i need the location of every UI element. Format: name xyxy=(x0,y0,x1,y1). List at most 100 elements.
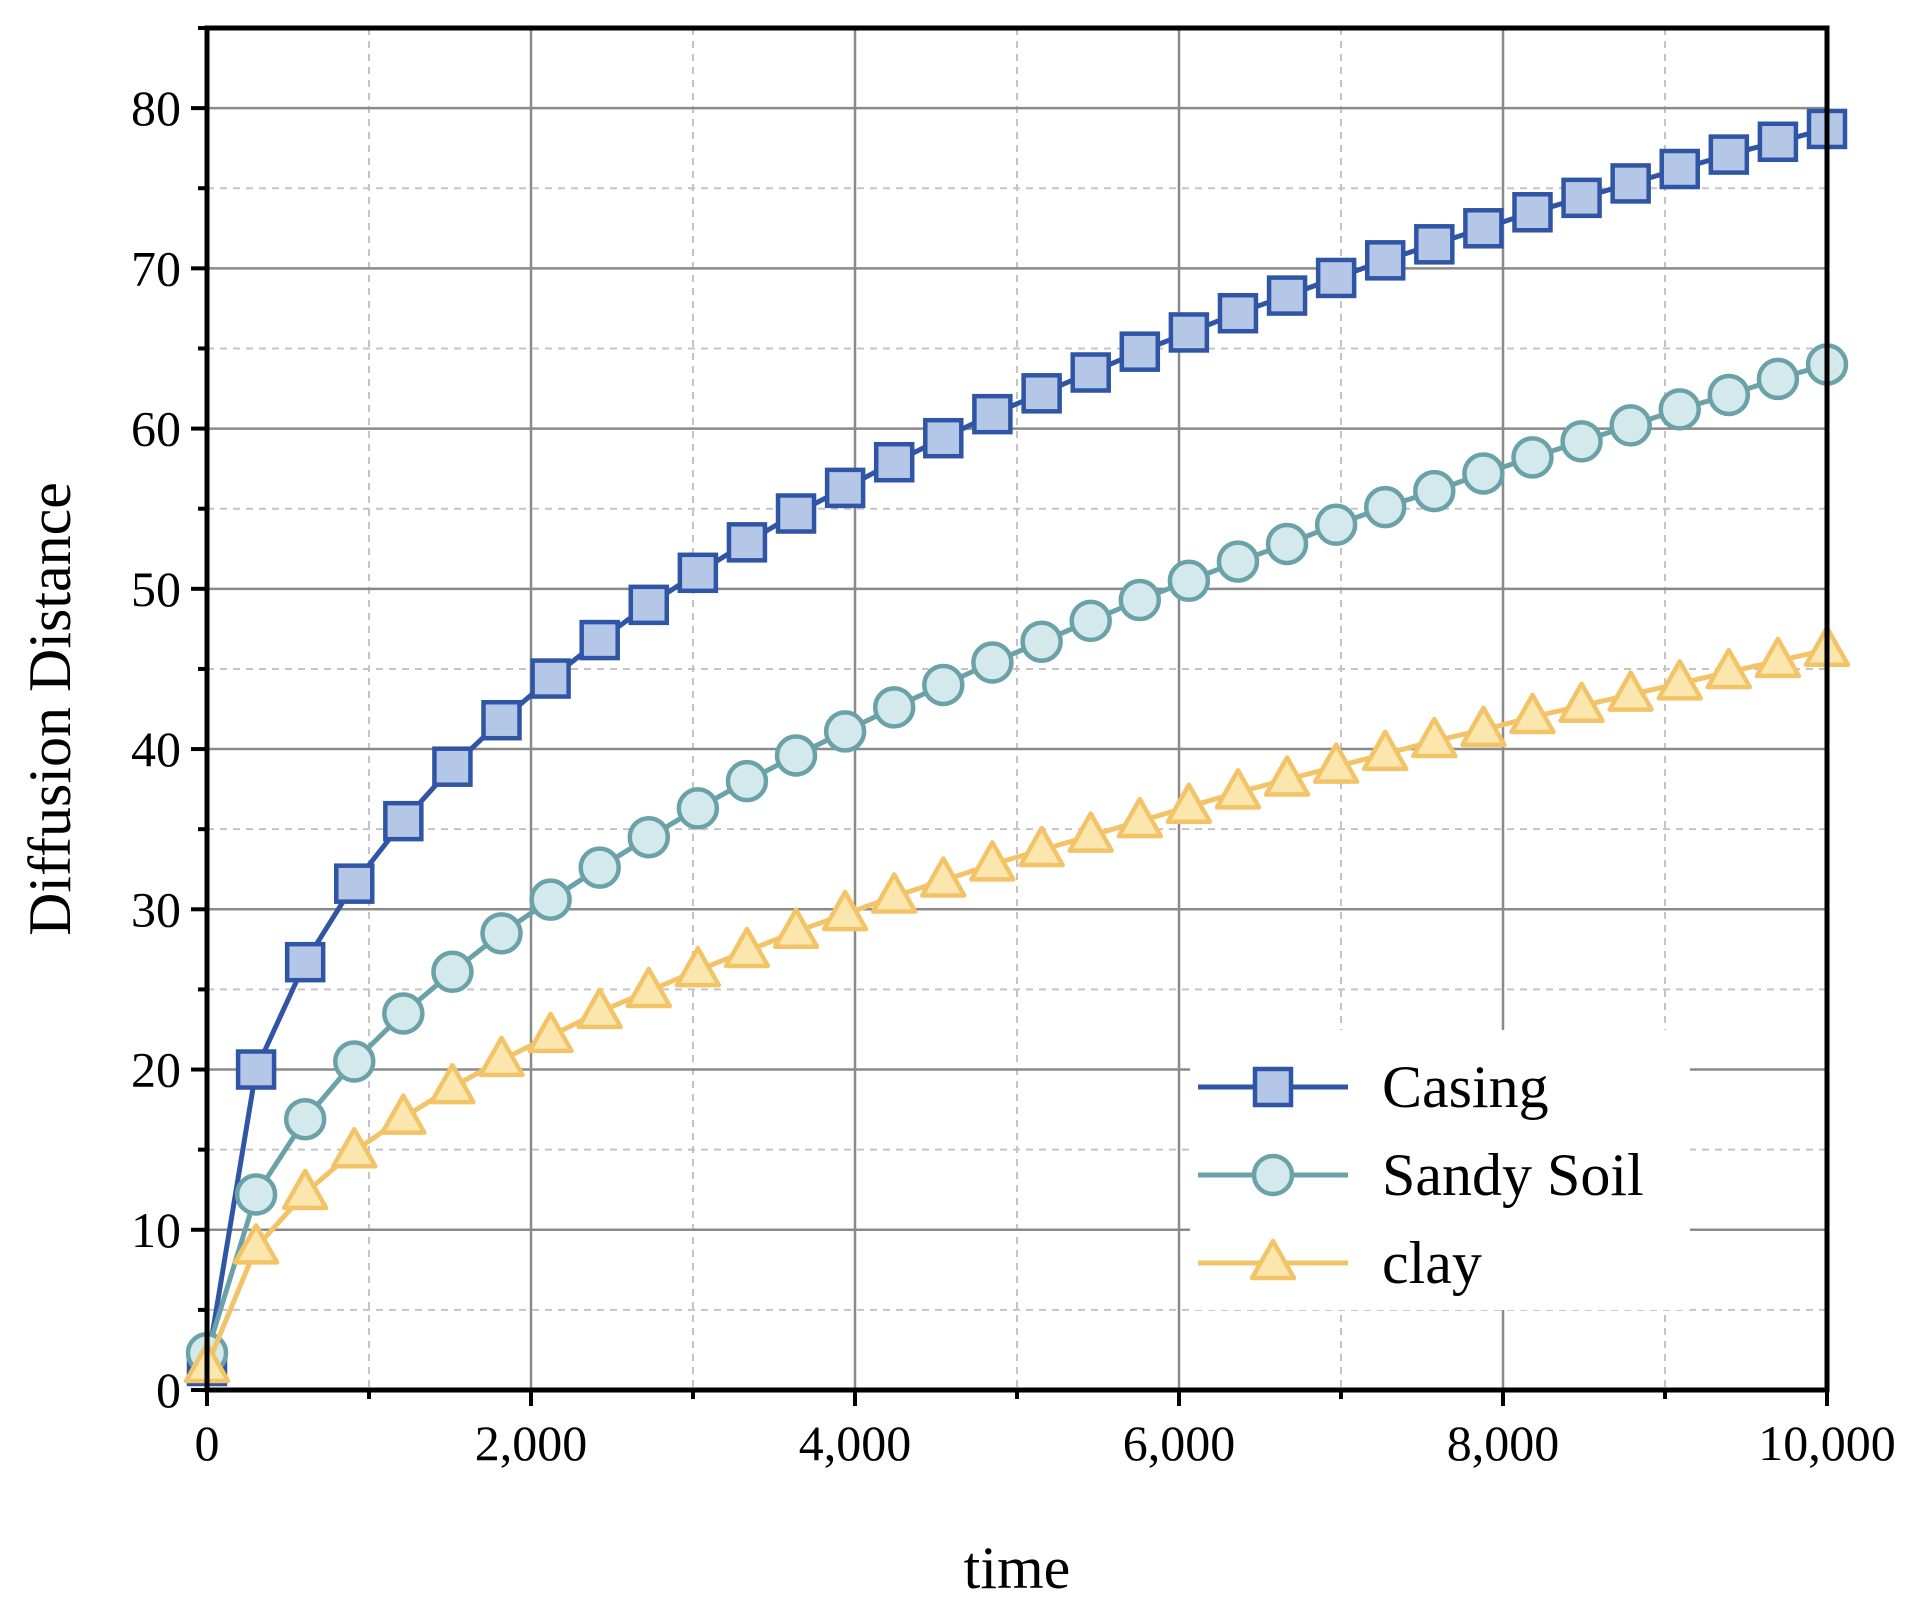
y-tick-label: 40 xyxy=(131,721,181,777)
data-point-sandy-soil xyxy=(872,686,916,729)
data-point-sandy-soil xyxy=(627,815,671,859)
data-point-clay xyxy=(870,872,918,914)
y-tick-label: 20 xyxy=(131,1042,181,1098)
data-point-sandy-soil xyxy=(676,787,720,830)
data-point-sandy-soil xyxy=(725,759,769,803)
data-point-clay xyxy=(1509,692,1556,735)
legend-marker xyxy=(1252,1066,1294,1108)
data-point-sandy-soil xyxy=(1167,559,1211,603)
data-point-clay xyxy=(576,987,623,1030)
data-point-sandy-soil xyxy=(971,641,1014,684)
data-point-casing xyxy=(432,746,473,787)
data-point-sandy-soil xyxy=(283,1097,327,1141)
data-point-clay xyxy=(1411,716,1458,759)
y-tick-labels: 0 10 20 30 40 50 60 70 80 xyxy=(131,80,181,1418)
data-point-clay xyxy=(1165,782,1213,824)
data-point-casing xyxy=(530,658,571,699)
data-point-clay xyxy=(281,1168,329,1211)
y-tick-label: 80 xyxy=(131,80,181,136)
data-point-sandy-soil xyxy=(774,734,818,777)
y-tick-label: 10 xyxy=(131,1202,181,1258)
data-point-clay xyxy=(1607,670,1654,712)
data-point-casing xyxy=(1512,192,1553,233)
data-point-casing xyxy=(775,493,817,534)
legend: Casing Sandy Soil clay xyxy=(1190,1030,1690,1310)
data-point-sandy-soil xyxy=(1560,420,1603,463)
data-point-sandy-soil xyxy=(1707,373,1751,417)
data-point-casing xyxy=(235,1049,277,1090)
y-axis-title: Diffusion Distance xyxy=(17,482,83,936)
data-point-casing xyxy=(1708,134,1750,175)
data-point-casing xyxy=(1659,148,1700,190)
y-tick-label: 30 xyxy=(131,881,181,937)
legend-item-clay: clay xyxy=(1198,1230,1482,1296)
data-point-casing xyxy=(1561,177,1602,219)
data-point-casing xyxy=(726,522,768,563)
data-point-casing xyxy=(579,619,620,661)
data-point-clay xyxy=(527,1011,574,1054)
x-tick-label: 6,000 xyxy=(1123,1415,1236,1471)
y-tick-label: 70 xyxy=(131,240,181,296)
data-point-casing xyxy=(1414,224,1455,265)
data-point-clay xyxy=(1705,647,1753,690)
data-point-casing xyxy=(1757,121,1799,163)
legend-label: Sandy Soil xyxy=(1382,1142,1644,1208)
data-point-casing xyxy=(334,863,375,904)
data-point-clay xyxy=(1754,636,1802,679)
data-point-clay xyxy=(772,907,820,949)
data-point-clay xyxy=(478,1035,525,1078)
data-point-sandy-soil xyxy=(1265,522,1309,566)
data-point-casing xyxy=(1315,257,1357,299)
data-point-sandy-soil xyxy=(1413,469,1456,513)
data-point-casing xyxy=(923,417,964,459)
y-tick-label: 0 xyxy=(156,1362,181,1418)
data-point-sandy-soil xyxy=(578,846,621,889)
data-point-casing xyxy=(677,552,719,594)
data-point-casing xyxy=(628,584,670,626)
axis-ticks xyxy=(191,26,1829,1406)
data-point-sandy-soil xyxy=(823,710,867,753)
data-point-clay xyxy=(1361,729,1409,772)
data-point-clay xyxy=(1263,755,1311,797)
data-point-sandy-soil xyxy=(529,878,572,921)
series-line-casing xyxy=(204,126,1828,1367)
data-point-sandy-soil xyxy=(382,992,425,1035)
data-point-casing xyxy=(972,393,1013,435)
legend-marker xyxy=(1251,1153,1295,1197)
data-point-clay xyxy=(380,1093,427,1135)
data-point-casing xyxy=(1021,373,1062,414)
data-point-sandy-soil xyxy=(1020,620,1063,663)
data-point-clay xyxy=(1558,681,1605,724)
data-point-sandy-soil xyxy=(922,663,965,707)
data-point-clay xyxy=(969,840,1016,882)
data-point-sandy-soil xyxy=(1609,404,1652,447)
data-point-clay xyxy=(723,926,771,969)
data-point-casing xyxy=(1070,352,1111,393)
legend-item-sandy-soil: Sandy Soil xyxy=(1198,1142,1644,1208)
legend-item-casing: Casing xyxy=(1198,1054,1549,1120)
data-point-clay xyxy=(821,889,869,932)
data-point-casing xyxy=(284,941,326,983)
data-point-sandy-soil xyxy=(1511,436,1554,479)
data-point-clay xyxy=(625,966,673,1009)
legend-marker xyxy=(1249,1238,1297,1281)
series-clay xyxy=(183,625,1851,1384)
data-point-clay xyxy=(1018,825,1065,868)
data-point-sandy-soil xyxy=(1756,357,1800,401)
data-point-clay xyxy=(674,945,722,988)
data-point-clay xyxy=(1214,768,1262,810)
data-point-sandy-soil xyxy=(1216,540,1260,583)
data-point-clay xyxy=(429,1062,476,1105)
data-point-casing xyxy=(1610,163,1651,204)
data-point-casing xyxy=(1217,292,1259,334)
data-point-clay xyxy=(1116,796,1164,839)
data-point-clay xyxy=(1067,811,1114,853)
data-point-sandy-soil xyxy=(1069,599,1112,643)
data-point-casing xyxy=(873,441,915,483)
data-point-sandy-soil xyxy=(1462,452,1505,495)
data-point-casing xyxy=(481,699,522,741)
series-line-sandy-soil xyxy=(204,362,1828,1354)
y-tick-label: 60 xyxy=(131,401,181,457)
data-point-casing xyxy=(1364,240,1406,281)
